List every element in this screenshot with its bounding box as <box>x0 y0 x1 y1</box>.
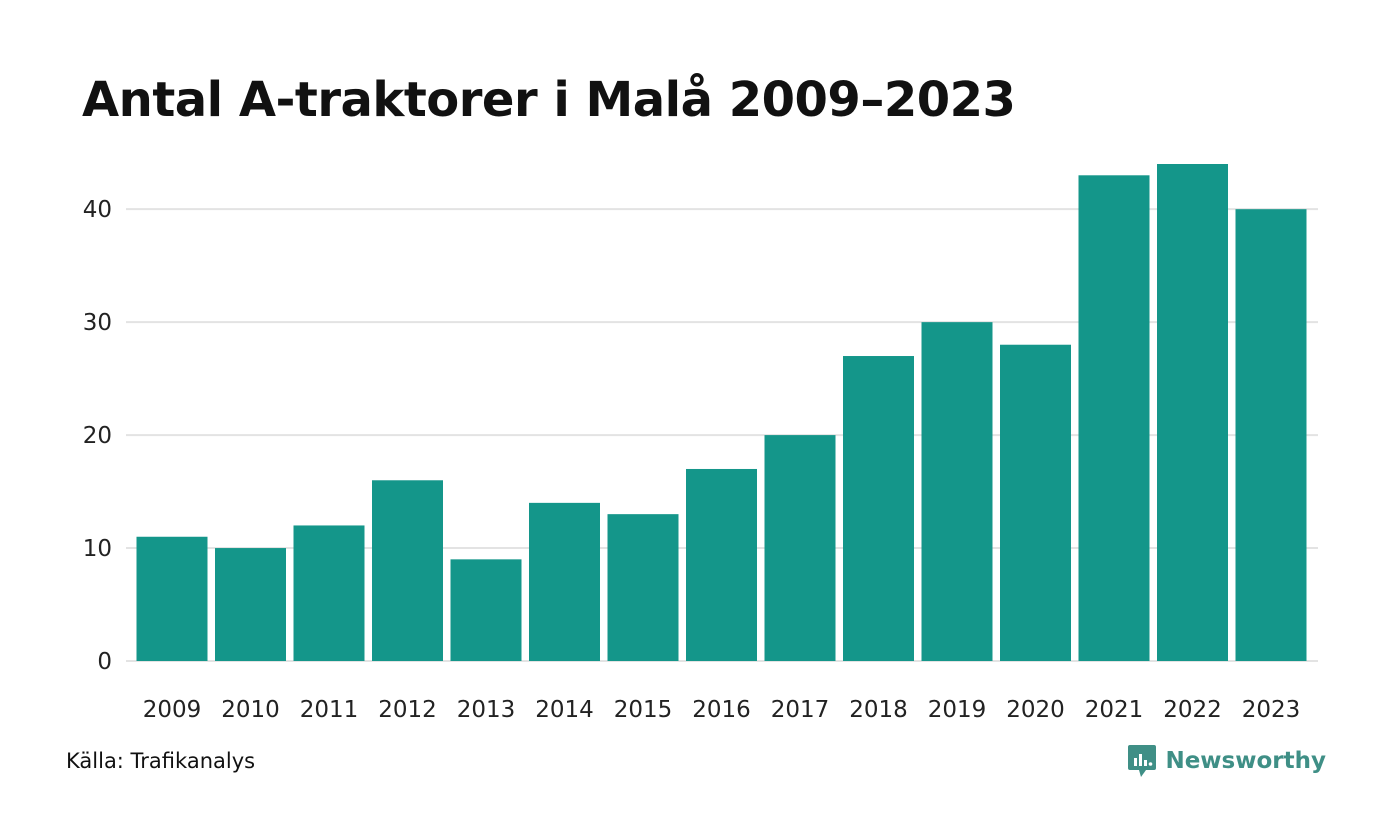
x-tick-label: 2018 <box>849 697 908 723</box>
y-tick-label: 20 <box>83 423 112 449</box>
x-tick-label: 2014 <box>535 697 594 723</box>
x-tick-label: 2012 <box>378 697 437 723</box>
bar-2009 <box>136 536 208 661</box>
bar-2013 <box>450 559 522 661</box>
bars <box>136 164 1307 661</box>
newsworthy-logo-icon <box>1128 745 1157 777</box>
x-tick-label: 2015 <box>614 697 673 723</box>
y-tick-label: 30 <box>83 310 112 336</box>
bar-2015 <box>607 514 679 661</box>
y-tick-label: 40 <box>83 197 112 223</box>
bar-2010 <box>215 548 286 661</box>
bar-2022 <box>1157 164 1228 661</box>
bar-2016 <box>686 468 757 661</box>
bar-2020 <box>1000 344 1071 661</box>
x-axis-ticks: 2009 2010 2011 2012 2013 2014 2015 2016 2017 2018… <box>143 697 1301 723</box>
bar-2012 <box>372 480 443 661</box>
y-axis-ticks: 0 10 20 30 40 <box>83 197 112 675</box>
x-tick-label: 2010 <box>221 697 280 723</box>
x-tick-label: 2016 <box>692 697 751 723</box>
brand-name: Newsworthy <box>1165 748 1326 774</box>
bar-2011 <box>293 525 365 661</box>
source-credit: Källa: Trafikanalys <box>66 749 256 773</box>
x-tick-label: 2021 <box>1085 697 1144 723</box>
x-tick-label: 2017 <box>771 697 830 723</box>
x-tick-label: 2013 <box>457 697 516 723</box>
x-tick-label: 2011 <box>300 697 359 723</box>
x-tick-label: 2009 <box>143 697 202 723</box>
y-tick-label: 10 <box>83 536 112 562</box>
bar-2017 <box>764 435 836 661</box>
x-tick-label: 2022 <box>1163 697 1222 723</box>
bar-2019 <box>921 322 993 661</box>
x-tick-label: 2019 <box>928 697 987 723</box>
y-tick-label: 0 <box>97 649 112 675</box>
bar-2014 <box>529 502 600 661</box>
chart-title: Antal A-traktorer i Malå 2009–2023 <box>82 72 1016 128</box>
bar-2023 <box>1235 209 1307 661</box>
bar-2018 <box>843 356 914 661</box>
x-tick-label: 2020 <box>1006 697 1065 723</box>
bar-2021 <box>1078 175 1150 661</box>
x-tick-label: 2023 <box>1242 697 1301 723</box>
brand-logo: Newsworthy <box>1127 744 1326 778</box>
